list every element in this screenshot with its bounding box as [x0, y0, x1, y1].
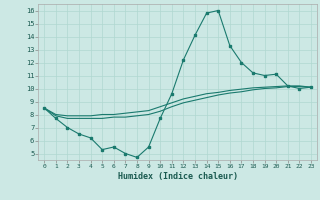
X-axis label: Humidex (Indice chaleur): Humidex (Indice chaleur) [118, 172, 238, 181]
